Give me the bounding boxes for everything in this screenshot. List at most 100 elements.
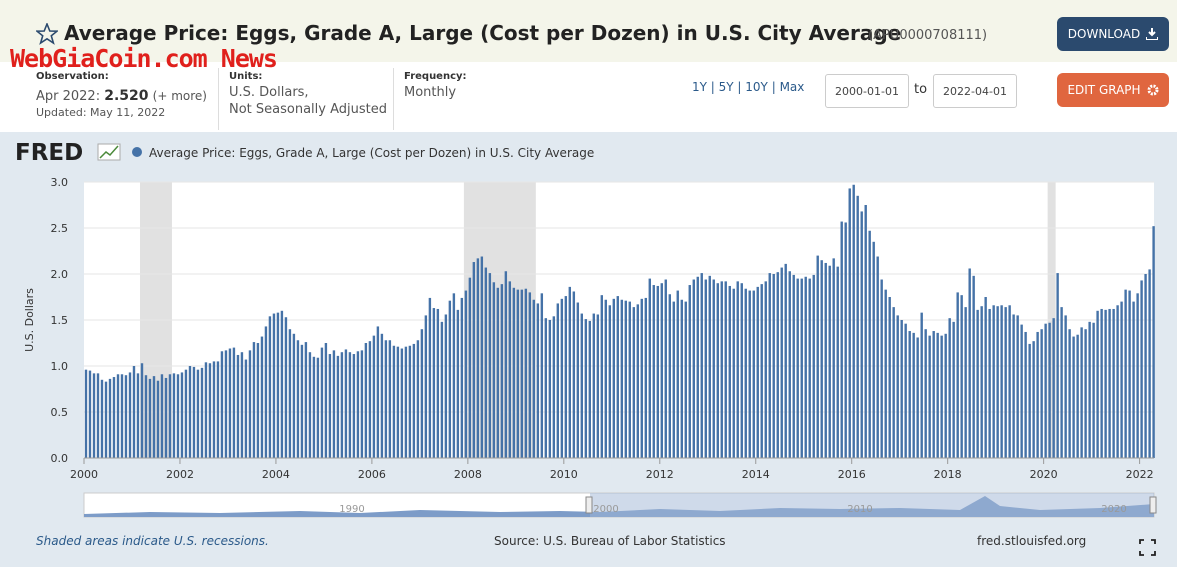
bar (860, 211, 863, 458)
navigator-handle[interactable] (585, 496, 593, 514)
bar (324, 343, 328, 458)
bar (260, 336, 264, 458)
bar (800, 278, 803, 458)
bar (84, 369, 88, 458)
bar (428, 297, 432, 458)
bar (908, 331, 911, 458)
bar (648, 278, 651, 458)
series-id: (APU0000708111) (868, 28, 988, 43)
bar (508, 281, 512, 458)
range[interactable]: 5Y (718, 80, 734, 94)
y-tick-label: 3.0 (51, 176, 69, 189)
bar (96, 373, 100, 458)
bar (1036, 331, 1039, 458)
bar (848, 188, 851, 458)
bar (932, 331, 935, 458)
title-bar (0, 0, 1177, 62)
fred-logo: FRED (15, 140, 83, 166)
bar (1080, 327, 1083, 458)
bar (1088, 321, 1091, 458)
bar (968, 268, 971, 458)
bar (920, 312, 923, 458)
navigator-handle[interactable] (1149, 496, 1157, 514)
bar (304, 342, 308, 458)
bar (668, 294, 671, 458)
bar (188, 366, 192, 458)
edit-graph-button[interactable]: EDIT GRAPH (1057, 73, 1169, 107)
bar (368, 341, 372, 458)
bar (696, 276, 699, 458)
bar (224, 350, 228, 458)
bar (724, 281, 727, 458)
x-tick-label: 2008 (454, 468, 482, 481)
bar (820, 260, 823, 458)
bar (316, 357, 320, 458)
bar (684, 301, 687, 458)
bar (972, 275, 975, 458)
bar (872, 241, 875, 458)
bar (532, 299, 536, 458)
bar (1116, 305, 1119, 458)
navigator-selection[interactable] (590, 493, 1154, 517)
bar (928, 335, 931, 458)
start-date[interactable]: 2000-01-01 (825, 74, 909, 108)
bar (1108, 308, 1111, 458)
range[interactable]: Max (779, 80, 805, 94)
bar (500, 284, 504, 458)
bar (752, 290, 755, 458)
bar (936, 332, 939, 458)
bar (780, 267, 783, 458)
bar (448, 300, 452, 458)
fullscreen-icon[interactable] (1139, 539, 1156, 556)
bar (812, 274, 815, 458)
bar (816, 255, 819, 458)
bar (828, 265, 831, 458)
end-date[interactable]: 2022-04-01 (933, 74, 1017, 108)
x-tick-label: 2004 (262, 468, 290, 481)
bar (236, 354, 240, 458)
bar (1000, 305, 1003, 458)
bar (328, 354, 332, 458)
bar (232, 347, 236, 458)
bar (992, 305, 995, 458)
bar (716, 283, 719, 458)
range[interactable]: 1Y (692, 80, 707, 94)
bar (988, 308, 991, 458)
bar (112, 377, 116, 458)
bar (572, 291, 576, 458)
bar (740, 283, 743, 458)
y-tick-label: 0.5 (51, 406, 69, 419)
bar (1020, 324, 1023, 458)
bar (956, 292, 959, 458)
bar (604, 299, 607, 458)
divider (393, 68, 394, 130)
download-button[interactable]: DOWNLOAD (1057, 17, 1169, 51)
y-axis-title: U.S. Dollars (23, 288, 36, 352)
bar (948, 318, 951, 458)
bar (220, 351, 224, 458)
bar (880, 279, 883, 458)
bar (136, 373, 140, 458)
bar (760, 284, 763, 458)
bar (980, 306, 983, 458)
bar (180, 372, 184, 458)
bar (344, 349, 348, 458)
bar (768, 273, 771, 458)
bar (120, 374, 124, 458)
bar (300, 344, 304, 458)
range[interactable]: 10Y (745, 80, 768, 94)
bar (384, 340, 388, 458)
bar (864, 205, 867, 458)
x-tick-label: 2010 (550, 468, 578, 481)
more-link[interactable]: (+ more) (152, 89, 207, 103)
bar (88, 370, 92, 458)
bar (360, 350, 364, 458)
bar (1084, 329, 1087, 458)
bar (540, 293, 544, 458)
bar (176, 374, 180, 458)
bar (720, 281, 723, 458)
bar (1040, 329, 1043, 458)
star-icon[interactable] (36, 23, 58, 45)
bar (624, 300, 627, 458)
bar (556, 303, 560, 458)
